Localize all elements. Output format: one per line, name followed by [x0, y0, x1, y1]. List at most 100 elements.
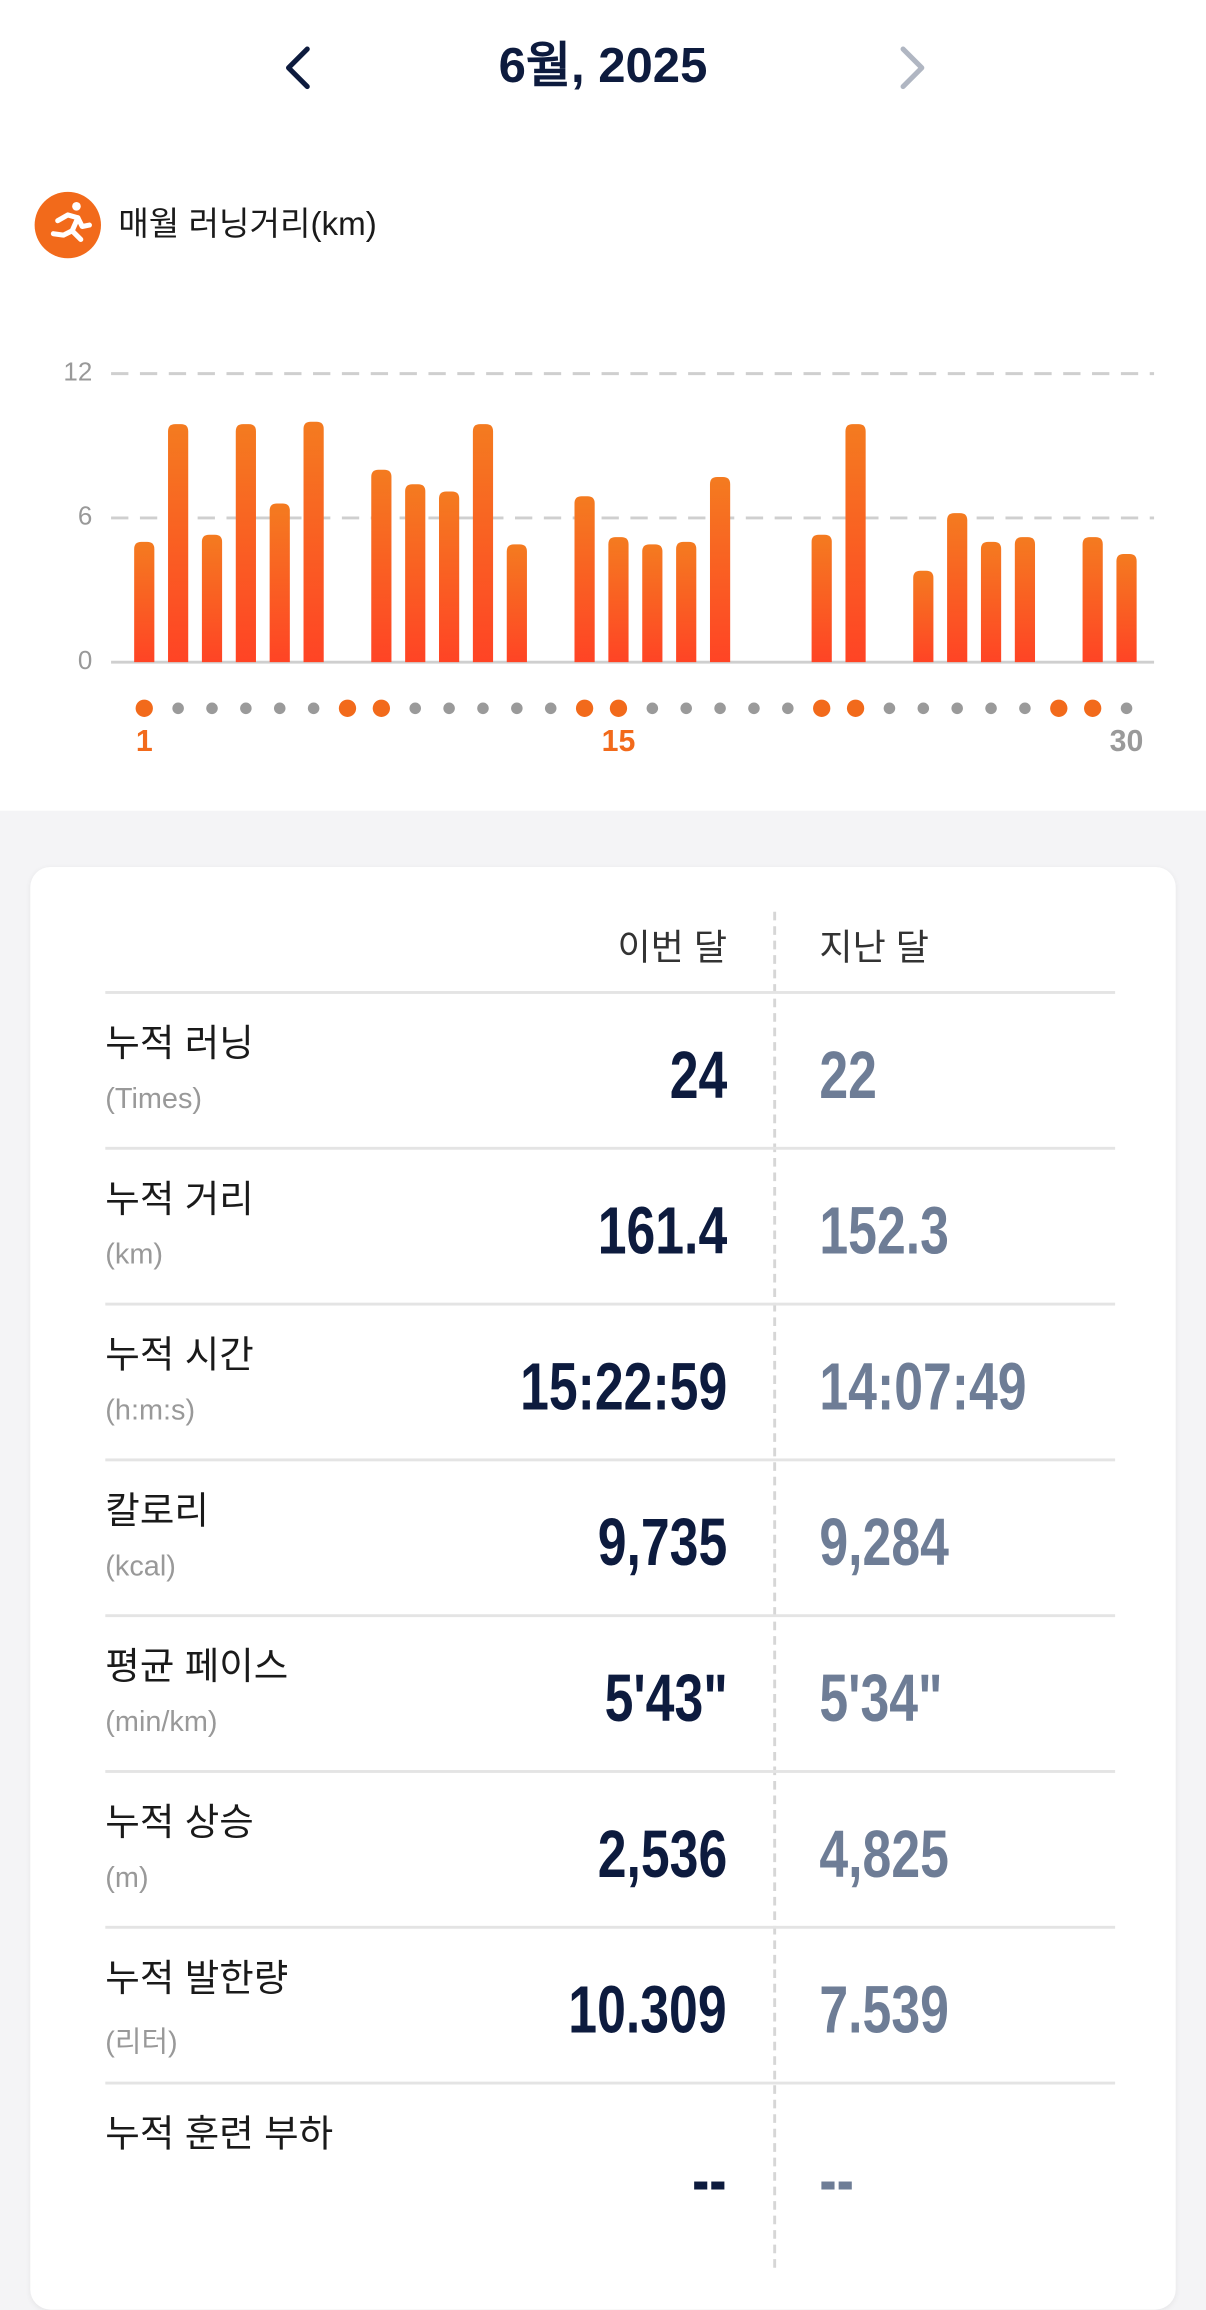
bar: [845, 424, 866, 663]
day-dot: [511, 702, 523, 715]
bar: [1014, 537, 1036, 663]
day-dot: [240, 702, 252, 715]
bar: [642, 544, 663, 663]
x-tick-label: 1: [136, 725, 153, 758]
bar: [811, 534, 832, 663]
stat-unit: (리터): [105, 2026, 178, 2059]
this-month-value: 9,735: [597, 1504, 728, 1580]
stats-card: 이번 달 지난 달 누적 러닝 (Times) 24 22 누적 거리 (km) 161.4 15…: [30, 866, 1176, 2310]
day-dot: [985, 702, 997, 715]
stat-label: 칼로리: [105, 1488, 209, 1533]
stat-label: 누적 발한량: [105, 1956, 289, 2000]
day-dot: [206, 702, 218, 715]
stat-row: 누적 발한량 (리터) 10.309 7.539: [105, 1925, 1116, 2085]
run-icon: [34, 191, 101, 259]
column-header: 이번 달: [617, 927, 728, 968]
stat-row: 누적 상승 (m) 2,536 4,825: [105, 1770, 1116, 1929]
stat-unit: (Times): [105, 1083, 203, 1116]
last-month-value: 22: [819, 1037, 877, 1113]
chart: 6월, 2025 매월 러닝거리(km) 0 6 12 1 15 30: [34, 39, 1155, 758]
next-month[interactable]: [900, 46, 925, 90]
last-month-value: 9,284: [819, 1504, 949, 1580]
this-month-value: 15:22:59: [519, 1348, 728, 1424]
day-dot: [443, 702, 455, 715]
stat-label: 평균 페이스: [105, 1644, 289, 1688]
day-dot: [575, 699, 594, 717]
bar: [303, 421, 324, 663]
stat-label: 누적 시간: [105, 1332, 254, 1377]
stat-row: 누적 시간 (h:m:s) 15:22:59 14:07:49: [105, 1302, 1116, 1462]
bar: [405, 484, 426, 663]
bar: [913, 570, 934, 663]
last-month-value: 14:07:49: [819, 1348, 1027, 1424]
bar: [947, 513, 968, 663]
bar: [980, 541, 1002, 663]
stat-row: 누적 훈련 부하 -- --: [105, 2081, 1116, 2241]
day-dot: [951, 702, 963, 715]
last-month-value: --: [819, 2142, 854, 2218]
stat-label: 누적 상승: [105, 1800, 254, 1844]
stat-unit: (h:m:s): [105, 1394, 196, 1427]
day-dot: [883, 702, 896, 715]
chart-title: 매월 러닝거리(km): [118, 206, 377, 243]
day-dot: [172, 702, 184, 715]
x-tick-label: 30: [1110, 725, 1144, 758]
day-dot: [338, 699, 357, 717]
runner: [50, 201, 92, 242]
day-dot: [680, 702, 692, 715]
bar: [608, 537, 629, 663]
bar: [1082, 537, 1103, 663]
bar: [269, 503, 290, 663]
prev-month[interactable]: [285, 46, 310, 90]
bar: [168, 424, 189, 663]
day-dot: [714, 702, 726, 715]
day-dot: [477, 702, 489, 715]
stat-unit: (kcal): [105, 1550, 176, 1583]
this-month-value: 5'43": [603, 1660, 728, 1736]
stat-label: 누적 거리: [105, 1177, 254, 1221]
stat-unit: (min/km): [105, 1706, 218, 1739]
bar: [235, 424, 256, 663]
day-dot: [544, 702, 557, 715]
stat-row: 칼로리 (kcal) 9,735 9,284: [105, 1458, 1116, 1617]
stat-row: 누적 러닝 (Times) 24 22: [105, 991, 1116, 1150]
stat-unit: (m): [105, 1862, 149, 1895]
this-month-value: 161.4: [597, 1193, 728, 1269]
day-dot: [609, 699, 628, 717]
last-month-value: 5'34": [819, 1660, 943, 1736]
header-panel: 6월, 2025 매월 러닝거리(km) 0 6 12 1 15 30: [0, 0, 1206, 811]
bar: [1116, 553, 1137, 663]
stat-unit: (km): [105, 1239, 163, 1271]
bar: [709, 477, 731, 663]
x-tick-label: 15: [602, 725, 636, 758]
this-month-value: 2,536: [597, 1816, 728, 1892]
bar: [371, 469, 392, 663]
stat-label: 누적 러닝: [105, 1021, 254, 1065]
day-dot: [273, 702, 286, 715]
y-tick-label: 12: [63, 356, 92, 386]
this-month-value: --: [692, 2142, 728, 2218]
stat-row: 누적 거리 (km) 161.4 152.3: [105, 1146, 1116, 1306]
last-month-value: 7.539: [819, 1972, 949, 2048]
bar: [676, 541, 697, 663]
stat-label: 누적 훈련 부하: [105, 2111, 334, 2156]
bar: [134, 541, 155, 663]
bar: [506, 544, 527, 663]
stat-row: 평균 페이스 (min/km) 5'43" 5'34": [105, 1614, 1116, 1773]
day-dot: [646, 702, 659, 715]
this-month-value: 10.309: [568, 1972, 728, 2048]
day-dot: [1084, 699, 1102, 717]
day-dot: [1120, 702, 1133, 715]
column-header: 지난 달: [819, 927, 929, 968]
last-month-value: 152.3: [819, 1193, 949, 1269]
bar: [574, 496, 595, 663]
day-dot: [409, 702, 422, 715]
month-title: 6월, 2025: [499, 39, 708, 93]
day-dot: [846, 699, 865, 717]
y-tick-label: 0: [78, 645, 92, 675]
last-month-value: 4,825: [819, 1816, 949, 1892]
day-dot: [782, 702, 794, 715]
bar: [439, 491, 460, 663]
day-dot: [1019, 702, 1031, 715]
